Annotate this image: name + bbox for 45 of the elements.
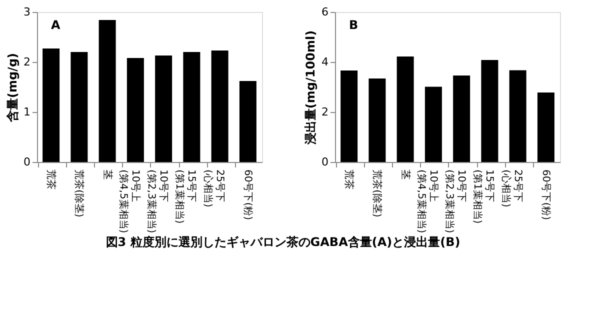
bar (70, 52, 88, 162)
x-tick-label: 10号上(第4,5葉相当) (415, 170, 440, 234)
y-tick-label: 4 (322, 56, 328, 68)
y-tick-label: 0 (322, 156, 328, 168)
text: 図3 粒度別に選別したギャバロン茶のGABA含量(A)と浸出量(B) (106, 235, 460, 250)
y-axis-title: 浸出量(mg/100ml) (304, 30, 318, 146)
bar (211, 50, 228, 162)
x-tick-label: 茎 (101, 170, 114, 180)
x-tick-label: 60号下(粉) (242, 170, 254, 220)
y-tick-label: 2 (24, 56, 30, 68)
x-tick-label: 10号上(第4,5葉相当) (117, 170, 142, 234)
x-tick-label: 10号下(第2,3葉相当) (444, 170, 467, 234)
x-tick-label: 25号下(心相当) (202, 170, 225, 208)
bar (481, 60, 498, 162)
y-tick-label: 1 (24, 106, 30, 118)
bar (368, 78, 386, 162)
bar (453, 76, 470, 162)
y-tick-label: 0 (24, 156, 30, 168)
bar (509, 70, 526, 162)
bar (396, 56, 414, 162)
x-tick-label: 15号下(第1葉相当) (174, 170, 197, 224)
y-axis-title: 含量(mg/g) (6, 52, 20, 124)
y-tick-label: 2 (322, 106, 328, 118)
bar (537, 92, 554, 162)
bar (424, 86, 442, 162)
x-tick-label: 茎 (399, 170, 412, 180)
x-tick-label: 15号下(第1葉相当) (472, 170, 495, 224)
bar (98, 20, 116, 162)
annotation: A (51, 18, 61, 32)
bar (340, 70, 358, 162)
bar (239, 81, 256, 162)
bar (126, 58, 144, 162)
x-tick-label: 荒茶 (45, 170, 58, 190)
y-tick-label: 6 (322, 6, 328, 18)
bar (42, 48, 60, 162)
x-tick-label: 荒茶 (343, 170, 356, 190)
x-tick-label: 60号下(粉) (540, 170, 552, 220)
x-tick-label: 荒茶(除茎) (371, 170, 384, 218)
bar (183, 52, 200, 162)
bar (155, 56, 172, 162)
y-tick-label: 3 (24, 6, 30, 18)
annotation: B (349, 18, 358, 32)
x-tick-label: 10号下(第2,3葉相当) (146, 170, 169, 234)
x-tick-label: 25号下(心相当) (500, 170, 523, 208)
x-tick-label: 荒茶(除茎) (73, 170, 86, 218)
